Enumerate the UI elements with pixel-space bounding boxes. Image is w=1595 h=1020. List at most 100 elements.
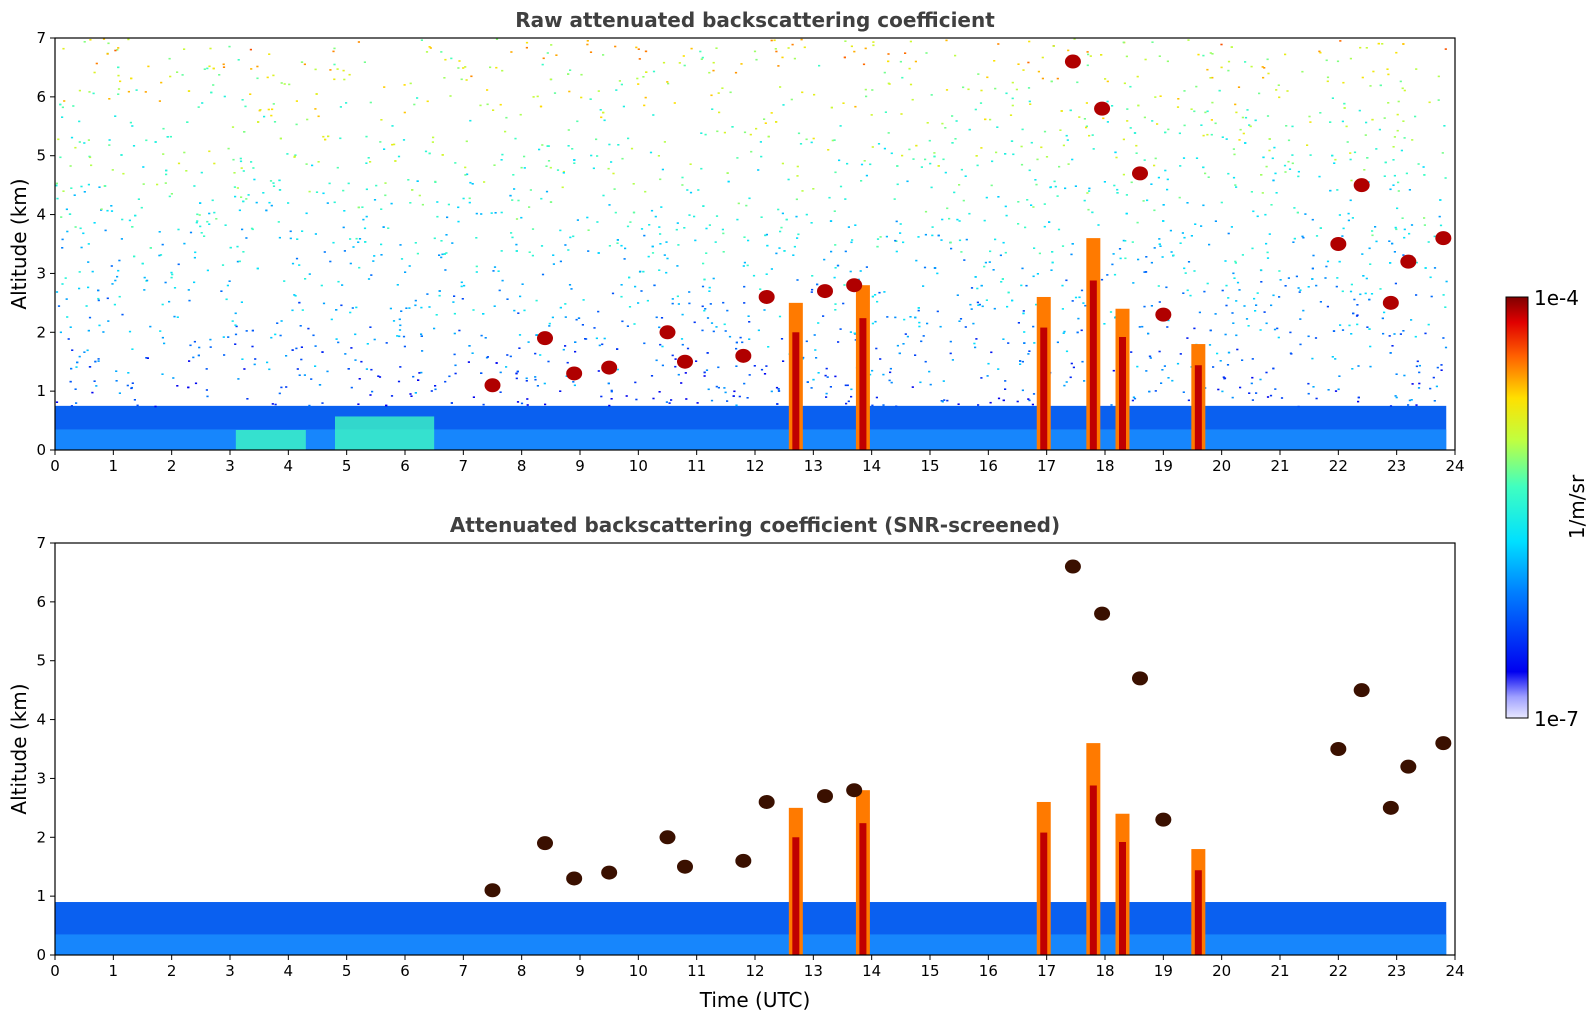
x-tick-label: 4 [284,457,294,475]
y-tick-label: 1 [36,887,46,905]
x-tick-label: 17 [1037,962,1056,980]
x-tick-label: 11 [687,962,706,980]
colorbar: 1e-4 1e-7 1/m/sr [1505,286,1589,731]
x-tick-label: 8 [517,962,527,980]
cloud-patch [1132,166,1148,181]
cloud-patch [1353,178,1370,193]
cloud-patch [1330,237,1347,251]
x-tick-label: 2 [167,962,177,980]
cloud-patch [1064,559,1081,574]
x-tick-label: 9 [575,962,585,980]
y-tick-label: 0 [36,946,46,964]
x-tick-label: 0 [50,962,60,980]
precipitation-core [792,837,800,955]
x-tick-label: 17 [1037,457,1056,475]
precipitation-core [792,332,800,450]
x-tick-label: 13 [804,962,823,980]
axis-ticks: 0 1 2 3 4 5 6 7 8 9 10 11 12 13 14 15 16 17 18 19 20 21 22 23 24… [36,29,1464,475]
x-tick-label: 12 [745,962,764,980]
cloud-patch [537,836,553,851]
y-tick-label: 1 [36,382,46,400]
x-tick-label: 5 [342,457,352,475]
y-tick-label: 6 [36,593,46,611]
cloud-patch [1155,307,1172,322]
cloud-patch [1435,231,1452,246]
snr-screened-panel: Attenuated backscattering coefficient (S… [7,513,1465,1012]
x-tick-label: 23 [1387,962,1406,980]
axis-ticks: 0 1 2 3 4 5 6 7 8 9 10 11 12 13 14 15 16 17 18 19 20 21 22 23 24… [36,534,1464,980]
x-tick-label: 0 [50,457,60,475]
x-tick-label: 19 [1154,457,1173,475]
x-tick-label: 14 [862,457,881,475]
aerosol-layer [335,416,435,450]
y-tick-label: 5 [36,147,46,165]
cloud-patch [1435,736,1452,751]
cloud-patch [817,789,833,804]
cloud-patch [1400,254,1417,269]
cloud-patch [484,883,501,898]
y-tick-label: 2 [36,323,46,341]
x-tick-label: 20 [1212,457,1231,475]
cloud-patch [601,865,618,880]
precipitation-core [859,823,867,955]
cloud-patch [817,284,833,299]
cloud-patch [758,794,775,809]
cloud-patch [735,853,752,868]
x-tick-label: 16 [979,457,998,475]
x-tick-label: 16 [979,962,998,980]
cloud-patch [1353,683,1370,698]
x-tick-label: 18 [1095,962,1114,980]
y-tick-label: 2 [36,828,46,846]
aerosol-layer [235,429,306,450]
x-tick-label: 2 [167,457,177,475]
x-tick-label: 13 [804,457,823,475]
x-tick-label: 1 [109,457,119,475]
cloud-patch [1382,295,1399,310]
cloud-patch [1064,54,1081,69]
precipitation-core [1194,870,1202,955]
raw-backscatter-panel: Raw attenuated backscattering coefficien… [7,8,1465,475]
x-tick-label: 1 [109,962,119,980]
x-tick-label: 5 [342,962,352,980]
cloud-patch [659,325,676,340]
cloud-patch [601,360,618,375]
x-tick-label: 22 [1329,962,1348,980]
cloud-patch [537,331,553,346]
x-tick-label: 7 [459,457,469,475]
x-tick-label: 3 [225,457,235,475]
precipitation-core [1119,336,1126,450]
cloud-patch [566,366,583,381]
cloud-patch [677,354,693,369]
x-tick-label: 12 [745,457,764,475]
x-axis-label: Time (UTC) [699,988,811,1012]
y-axis-label: Altitude (km) [7,683,31,814]
cloud-patch [677,859,693,874]
cloud-patch [846,278,863,293]
y-tick-label: 6 [36,88,46,106]
plot-frame [54,542,1456,956]
y-tick-label: 7 [36,29,46,47]
panel-title: Attenuated backscattering coefficient (S… [450,513,1060,537]
y-tick-label: 7 [36,534,46,552]
x-tick-label: 18 [1095,457,1114,475]
cloud-patch [1155,812,1172,827]
plot-frame [54,37,1456,451]
cloud-patch [758,289,775,304]
precipitation-core [859,318,867,450]
x-tick-label: 24 [1445,962,1464,980]
y-tick-label: 4 [36,206,46,224]
x-tick-label: 15 [920,962,939,980]
x-tick-label: 7 [459,962,469,980]
x-tick-label: 19 [1154,962,1173,980]
y-axis-label: Altitude (km) [7,178,31,309]
colorbar-max-label: 1e-4 [1534,286,1579,310]
y-tick-label: 5 [36,652,46,670]
cloud-patch [735,348,752,363]
noise-speckle [55,38,1448,408]
cloud-patch [566,871,583,886]
y-tick-label: 3 [36,769,46,787]
x-tick-label: 9 [575,457,585,475]
cloud-patch [1382,800,1399,815]
x-tick-label: 10 [629,457,648,475]
x-tick-label: 11 [687,457,706,475]
